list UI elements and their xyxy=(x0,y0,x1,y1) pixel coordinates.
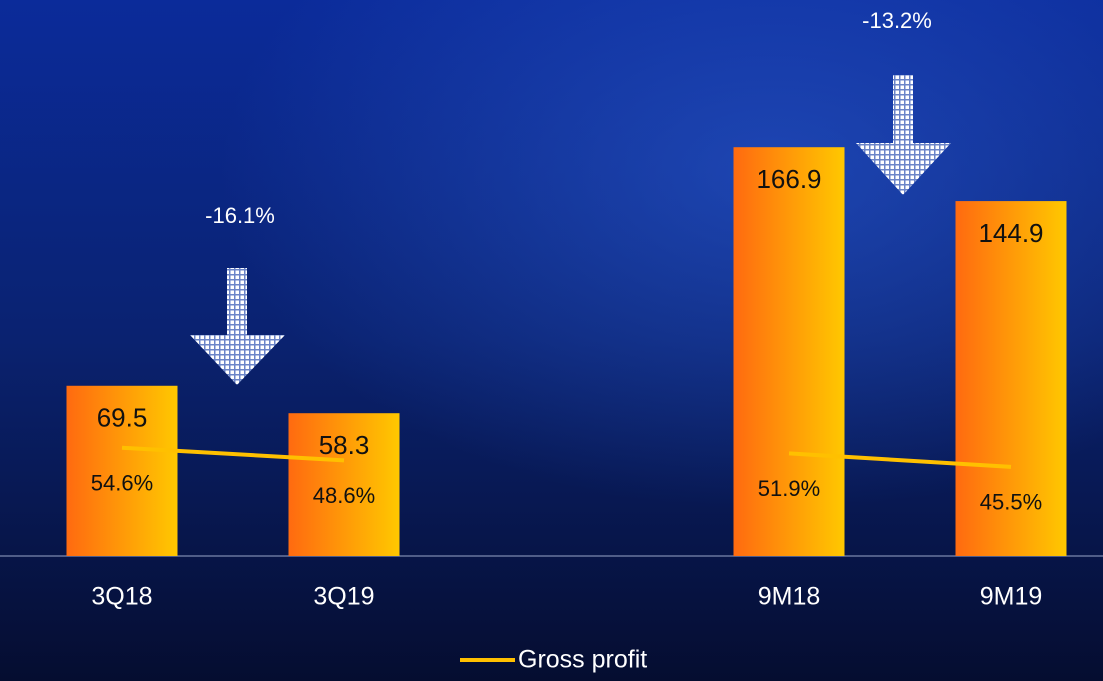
line-value-label: 51.9% xyxy=(758,476,820,501)
line-value-label: 54.6% xyxy=(91,471,153,496)
line-value-label: 48.6% xyxy=(313,483,375,508)
margin-line xyxy=(121,445,345,463)
x-tick-label: 9M18 xyxy=(758,583,821,611)
x-tick-label: 3Q18 xyxy=(91,583,152,611)
line-value-label: 45.5% xyxy=(980,490,1042,515)
bar xyxy=(955,201,1067,556)
bar-value-label: 166.9 xyxy=(756,164,821,194)
down-arrow xyxy=(190,268,285,385)
bar xyxy=(66,385,178,556)
annotation: -13.2% xyxy=(862,8,932,33)
legend: Gross profit xyxy=(460,646,647,674)
bar xyxy=(288,413,400,556)
margin-line xyxy=(788,451,1012,469)
bar-value-label: 58.3 xyxy=(319,430,370,460)
legend-label: Gross profit xyxy=(518,646,647,674)
bar-value-label: 69.5 xyxy=(97,403,148,433)
down-arrow xyxy=(856,75,951,195)
bar xyxy=(733,147,845,556)
bar-value-label: 144.9 xyxy=(978,218,1043,248)
x-tick-label: 9M19 xyxy=(980,583,1043,611)
x-tick-label: 3Q19 xyxy=(313,583,374,611)
annotation: -16.1% xyxy=(205,203,275,228)
